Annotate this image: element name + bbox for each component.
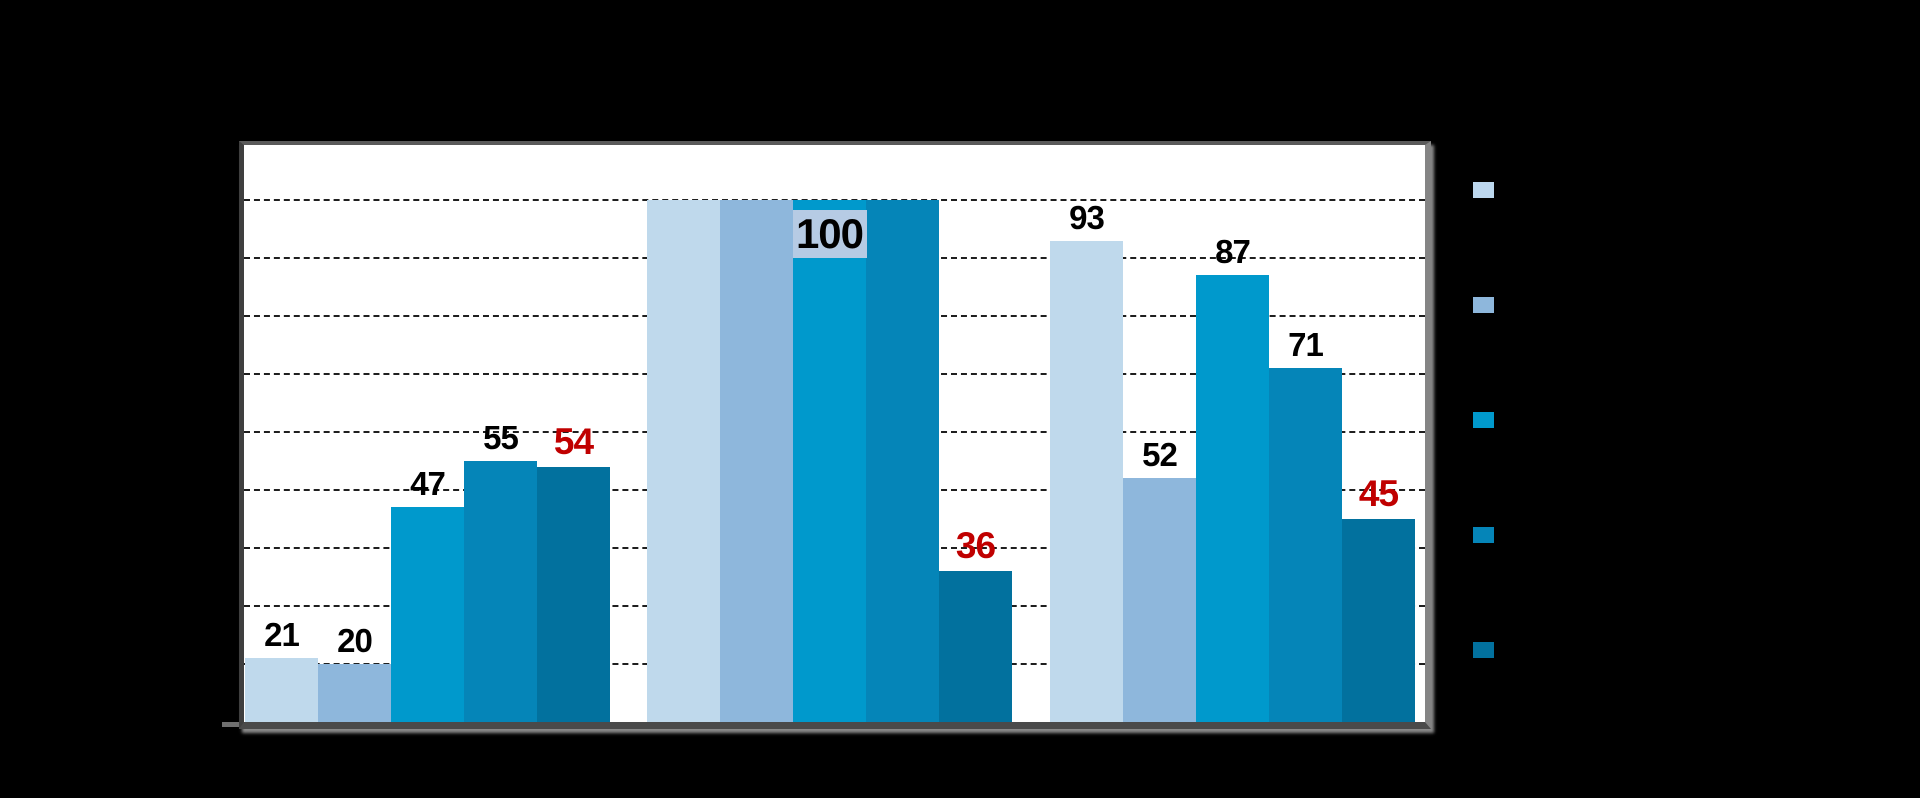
bar-series-3-group3 <box>1196 275 1269 722</box>
bar-series-1-group2 <box>647 200 720 722</box>
legend-swatch-3 <box>1473 412 1494 428</box>
bar-series-5-group3 <box>1342 519 1415 722</box>
bar-series-4-group3 <box>1269 368 1342 722</box>
plot-area: 21 20 47 55 54 100 36 93 52 87 71 45 <box>239 141 1431 729</box>
value-label-21-group1: 21 <box>264 616 300 654</box>
bar-series-2-group2 <box>720 200 793 722</box>
value-label-20-group1: 20 <box>337 622 373 660</box>
legend-swatch-2 <box>1473 297 1494 313</box>
value-label-47-group1: 47 <box>410 465 446 503</box>
value-label-45-group3: 45 <box>1358 473 1399 515</box>
value-label-54-group1: 54 <box>553 420 594 462</box>
bar-series-3-group1 <box>391 507 464 722</box>
legend <box>1473 182 1494 658</box>
bar-series-2-group1 <box>318 664 391 722</box>
value-label-52-group3: 52 <box>1142 436 1178 474</box>
bar-series-5-group2 <box>939 571 1012 722</box>
value-label-36-group2: 36 <box>955 525 996 567</box>
bar-series-3-group2 <box>793 200 866 722</box>
legend-swatch-4 <box>1473 527 1494 543</box>
value-label-100-group2: 100 <box>792 210 867 258</box>
axis-tick <box>222 722 239 727</box>
bar-series-2-group3 <box>1123 478 1196 722</box>
bar-series-4-group2 <box>866 200 939 722</box>
plot-inner: 21 20 47 55 54 100 36 93 52 87 71 45 <box>244 145 1425 722</box>
bar-series-1-group1 <box>245 658 318 722</box>
bar-series-4-group1 <box>464 461 537 722</box>
bar-series-1-group3 <box>1050 240 1123 722</box>
legend-swatch-1 <box>1473 182 1494 198</box>
legend-swatch-5 <box>1473 642 1494 658</box>
value-label-55-group1: 55 <box>483 419 519 457</box>
bar-series-5-group1 <box>537 466 610 722</box>
value-label-93-group3: 93 <box>1069 198 1105 236</box>
value-label-87-group3: 87 <box>1215 233 1251 271</box>
value-label-71-group3: 71 <box>1288 326 1324 364</box>
